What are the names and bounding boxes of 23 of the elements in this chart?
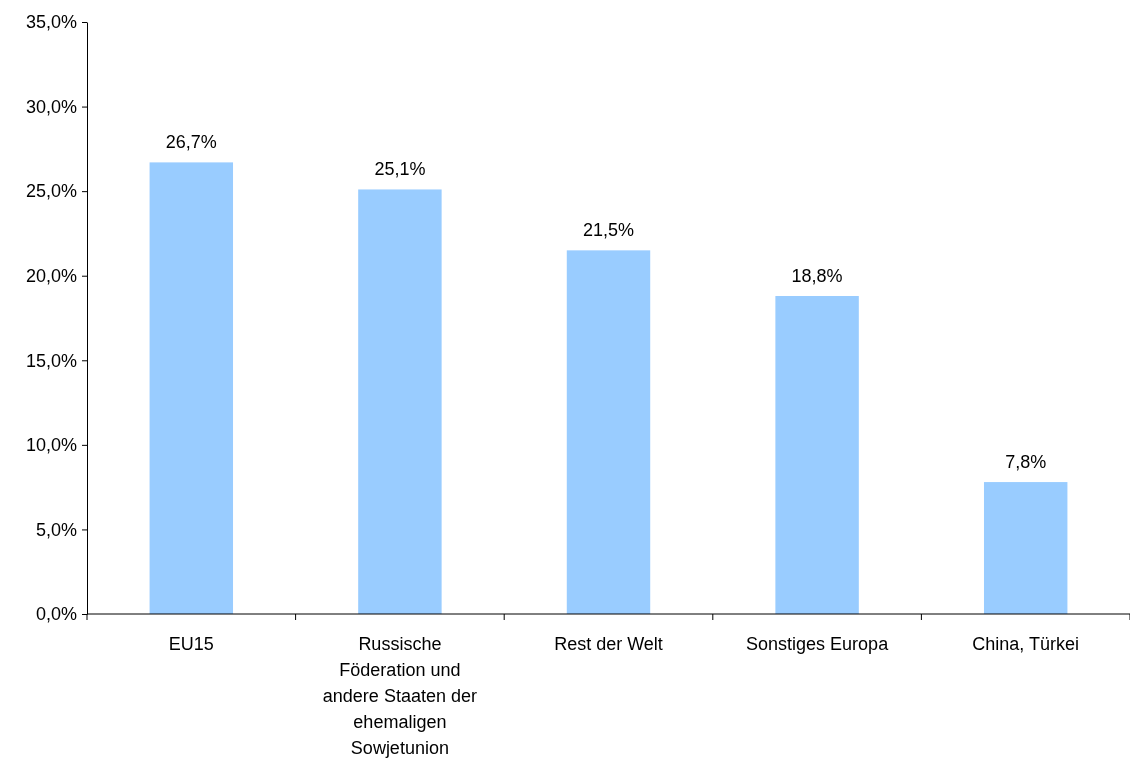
y-tick-label: 20,0% xyxy=(25,265,77,286)
bar xyxy=(983,482,1068,614)
y-tick-label: 0,0% xyxy=(35,604,77,625)
bar xyxy=(358,189,442,614)
y-tick-label: 25,0% xyxy=(25,181,77,202)
y-tick-label: 5,0% xyxy=(35,519,77,540)
x-tick-label: China, Türkei xyxy=(972,634,1080,654)
data-label: 7,8% xyxy=(1005,452,1047,473)
data-label: 21,5% xyxy=(582,220,635,241)
bar xyxy=(149,162,234,614)
y-tick-label: 35,0% xyxy=(25,12,77,33)
data-label: 18,8% xyxy=(791,266,843,287)
y-tick-label: 15,0% xyxy=(25,350,77,371)
x-tick-label: Sonstiges Europa xyxy=(746,634,890,654)
x-tick-label: Rest der Welt xyxy=(554,634,663,654)
y-tick-label: 30,0% xyxy=(25,96,77,117)
x-tick-label: EU15 xyxy=(168,634,214,654)
x-tick-label: Russische Föderation und andere Staaten der ehemaligen Sowjetunion xyxy=(322,634,477,758)
bar xyxy=(566,250,651,614)
y-tick-label: 10,0% xyxy=(25,435,77,456)
data-label: 25,1% xyxy=(374,159,426,180)
bar xyxy=(775,296,859,614)
data-label: 26,7% xyxy=(165,132,217,153)
